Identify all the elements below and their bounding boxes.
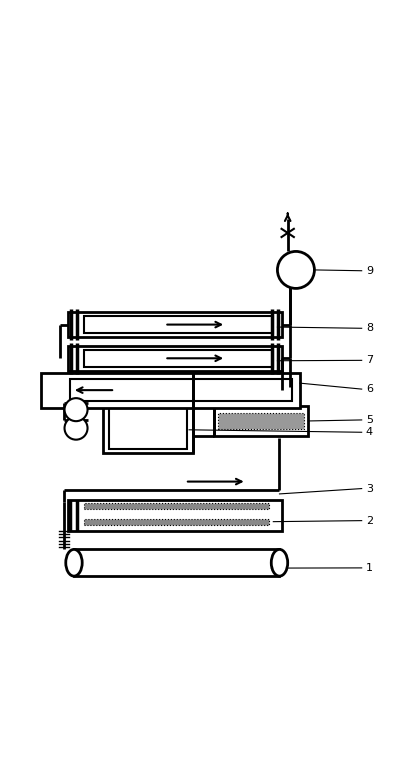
Text: 1: 1 [366,563,373,573]
Bar [218,413,304,429]
Bar [84,519,269,524]
Circle shape [65,417,88,440]
Polygon shape [298,259,312,281]
Text: 8: 8 [366,323,373,333]
Bar [109,400,187,449]
Ellipse shape [66,550,82,576]
Text: 3: 3 [366,484,373,494]
Bar [70,379,292,401]
Text: 5: 5 [366,415,373,425]
Bar [41,373,300,407]
Text: T: T [73,424,79,434]
Bar [68,346,282,370]
Circle shape [277,252,314,289]
Text: P: P [72,405,80,415]
Text: 9: 9 [366,266,373,276]
Bar [84,350,273,367]
Text: 6: 6 [366,384,373,394]
Bar [74,550,279,576]
Bar [103,395,193,453]
Bar [68,313,282,337]
Bar [214,406,308,437]
Text: 7: 7 [366,355,373,365]
Bar [84,316,273,333]
Bar [84,503,269,509]
Bar [68,500,282,531]
Text: 2: 2 [366,516,373,526]
Circle shape [65,398,88,421]
Text: 4: 4 [366,427,373,437]
Ellipse shape [271,550,288,576]
